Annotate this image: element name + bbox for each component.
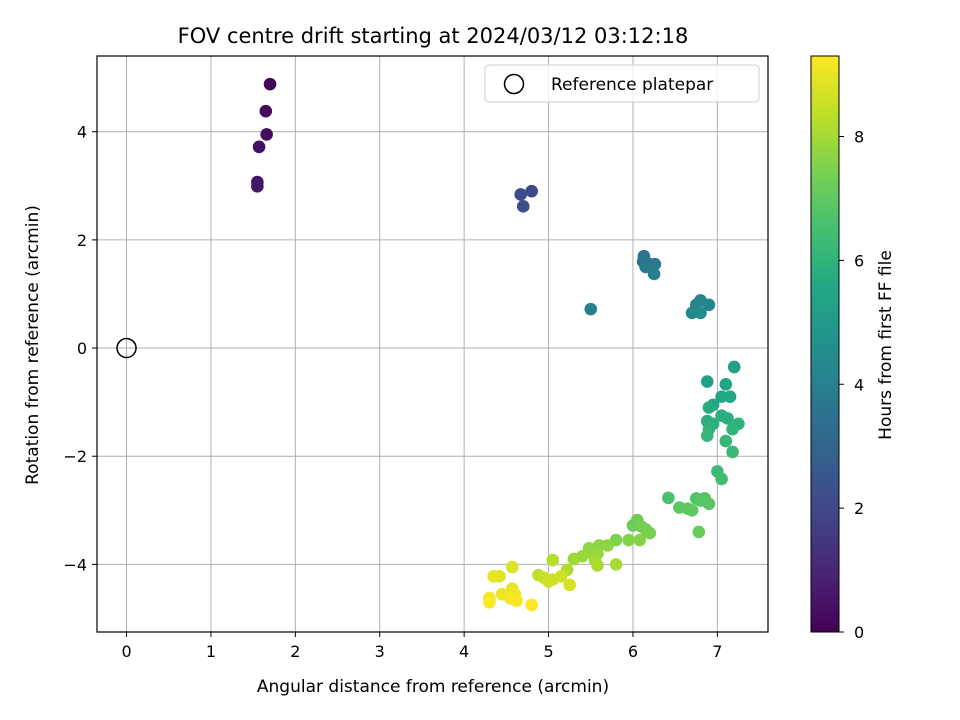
data-point <box>251 180 264 193</box>
data-point <box>487 569 500 583</box>
reference-platepar-marker <box>116 337 137 359</box>
colorbar-tick-label: 8 <box>854 128 864 147</box>
data-point <box>483 595 496 609</box>
colorbar-gradient <box>811 56 839 632</box>
data-point <box>694 306 707 320</box>
data-point <box>622 533 636 547</box>
x-tick-label: 7 <box>712 642 722 661</box>
data-point <box>692 525 706 539</box>
data-point <box>647 267 661 281</box>
data-point <box>601 539 614 552</box>
data-point <box>727 360 741 374</box>
colorbar-tick-label: 2 <box>854 499 864 518</box>
data-point <box>525 184 538 198</box>
data-point <box>662 491 675 505</box>
x-tick-label: 3 <box>375 642 385 661</box>
data-point <box>715 472 728 486</box>
x-axis-label: Angular distance from reference (arcmin) <box>257 677 609 697</box>
data-point <box>516 200 530 213</box>
x-tick-label: 0 <box>121 642 131 661</box>
plot-frame <box>96 55 769 633</box>
colorbar-tick-label: 4 <box>854 375 864 394</box>
data-point <box>723 390 737 404</box>
colorbar: 0 2 4 6 8 Hours from first FF file <box>810 55 896 642</box>
legend: Reference platepar <box>484 64 760 103</box>
data-point <box>721 412 734 425</box>
data-point <box>643 526 657 540</box>
data-point <box>685 504 699 517</box>
data-point <box>567 552 581 566</box>
data-point <box>525 598 538 612</box>
grid <box>97 56 768 632</box>
chart-title: FOV centre drift starting at 2024/03/12 … <box>178 24 689 48</box>
x-tick-label: 6 <box>628 642 638 661</box>
data-point <box>702 298 716 312</box>
x-ticks: 0 1 2 3 4 5 6 7 <box>121 632 722 661</box>
colorbar-tick-label: 6 <box>854 251 864 270</box>
y-tick-label: 4 <box>77 123 87 142</box>
y-ticks: −4 −2 0 2 4 <box>63 123 97 574</box>
colorbar-tick-label: 0 <box>854 623 864 642</box>
data-point <box>700 375 714 388</box>
data-point <box>546 553 560 567</box>
legend-reference-marker <box>503 73 525 95</box>
data-point <box>702 401 716 414</box>
data-point <box>584 302 598 316</box>
data-point <box>633 533 647 547</box>
data-point <box>260 128 273 141</box>
y-tick-label: −2 <box>63 447 87 466</box>
x-tick-label: 1 <box>206 642 216 661</box>
legend-box <box>484 64 760 103</box>
colorbar-ticks: 0 2 4 6 8 <box>839 128 864 642</box>
y-tick-label: 0 <box>77 339 87 358</box>
data-point <box>263 77 277 91</box>
data-point <box>726 422 739 436</box>
data-point <box>563 578 576 592</box>
data-point <box>259 104 273 118</box>
colorbar-frame <box>810 55 840 633</box>
legend-label-reference: Reference platepar <box>551 75 713 95</box>
y-tick-label: −4 <box>63 555 87 574</box>
data-point <box>505 560 519 574</box>
data-point <box>591 559 604 572</box>
data-point <box>702 497 716 511</box>
data-point <box>542 575 555 589</box>
data-point <box>719 377 733 391</box>
x-tick-label: 5 <box>543 642 553 661</box>
data-point <box>700 429 714 442</box>
data-point <box>510 594 523 607</box>
x-tick-label: 2 <box>290 642 300 661</box>
data-point <box>252 140 266 154</box>
y-axis-label: Rotation from reference (arcmin) <box>23 205 43 485</box>
scatter-points <box>251 77 745 612</box>
data-point <box>514 188 528 201</box>
reference-marker-group <box>116 337 137 359</box>
data-point <box>639 260 652 274</box>
data-point <box>726 445 739 459</box>
y-tick-label: 2 <box>77 231 87 250</box>
colorbar-label: Hours from first FF file <box>876 250 896 440</box>
data-point <box>554 569 568 583</box>
x-tick-label: 4 <box>459 642 469 661</box>
data-point <box>719 434 733 448</box>
data-point <box>609 558 623 571</box>
